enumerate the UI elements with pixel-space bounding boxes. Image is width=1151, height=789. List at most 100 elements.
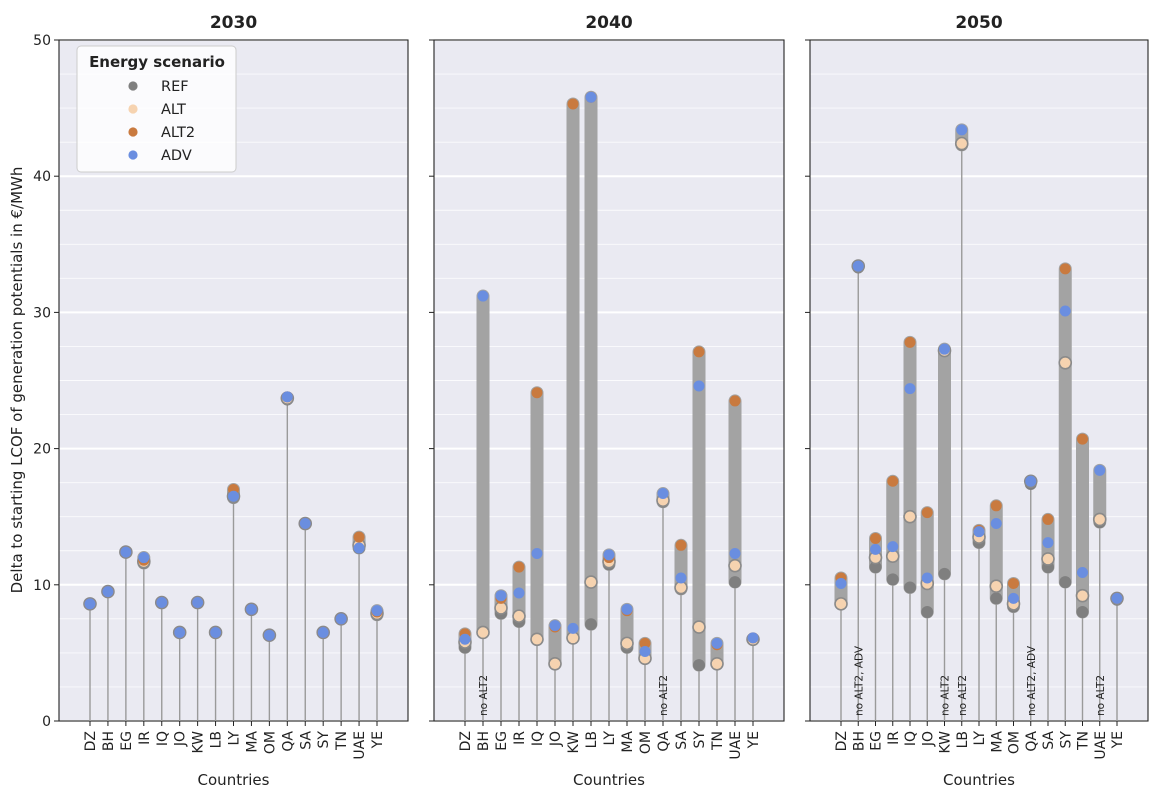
point-ALT-DZ (834, 597, 848, 611)
x-tick-label: MA (244, 731, 260, 753)
x-tick-label: IR (512, 731, 528, 745)
legend-title: Energy scenario (89, 53, 225, 71)
point-ALT2-MA (990, 500, 1002, 512)
x-tick-label: OM (638, 731, 654, 754)
x-axis-label: Countries (198, 771, 270, 789)
point-ADV-KW (939, 343, 950, 355)
point-ALT-TN (1075, 588, 1090, 603)
point-ADV-IQ (904, 383, 916, 395)
x-tick-label: KW (191, 731, 207, 754)
point-ALT-UAE (728, 558, 742, 573)
point-ALT2-SA (1042, 513, 1054, 525)
point-ADV-LY (228, 490, 239, 502)
point-ALT2-UAE (729, 395, 741, 407)
point-ALT2-IQ (904, 336, 916, 348)
legend-label-ALT: ALT (161, 102, 186, 118)
x-tick-label: LY (602, 731, 618, 746)
x-tick-label: YE (370, 731, 386, 749)
point-ALT-BH (476, 625, 490, 640)
annotation-KW: no ALT2 (940, 675, 952, 716)
point-REF-IR (886, 573, 899, 586)
point-ADV-LB (956, 124, 968, 136)
point-ADV-SA (675, 572, 687, 584)
y-tick-label: 0 (42, 714, 51, 730)
x-tick-label: SA (674, 731, 690, 750)
legend-box (76, 45, 237, 173)
x-tick-label: MA (620, 731, 636, 753)
x-axis-label: Countries (943, 771, 1015, 789)
x-tick-label: IQ (903, 731, 919, 746)
legend: Energy scenario REF ALT ALT2 ADV (76, 45, 237, 173)
y-axis-label: Delta to starting LCOF of generation pot… (8, 167, 26, 594)
point-ADV-MA (621, 603, 633, 615)
point-ADV-DZ (84, 598, 96, 610)
x-tick-label: KW (938, 731, 954, 754)
point-REF-IQ (904, 581, 916, 594)
point-ADV-TN (1077, 567, 1088, 579)
y-tick-label: 20 (33, 442, 51, 458)
point-ALT-MA (989, 579, 1004, 593)
x-tick-label: TN (710, 731, 726, 751)
point-ADV-KW (192, 597, 204, 609)
point-ADV-OM (263, 629, 275, 641)
x-tick-label: DZ (834, 731, 850, 751)
point-ADV-JO (549, 620, 561, 632)
point-ADV-KW (567, 622, 579, 634)
x-tick-label: LB (209, 731, 225, 748)
point-ALT2-IR (887, 475, 899, 487)
legend-label-ALT2: ALT2 (161, 125, 195, 141)
x-tick-label: EG (119, 731, 135, 751)
point-ADV-LY (973, 526, 985, 538)
x-tick-label: MA (989, 731, 1005, 753)
point-ALT-IR (512, 609, 526, 623)
x-tick-label: SA (1041, 731, 1057, 750)
x-tick-label: SA (298, 731, 314, 750)
point-ALT-IQ (530, 632, 544, 647)
point-ADV-SA (299, 518, 311, 530)
point-ADV-OM (1008, 592, 1019, 604)
x-tick-label: LB (955, 731, 971, 748)
point-ADV-SY (693, 380, 705, 392)
point-ADV-UAE (1094, 464, 1106, 476)
x-tick-label: TN (1076, 731, 1092, 751)
point-ADV-IR (887, 541, 899, 553)
point-ADV-LB (210, 626, 222, 638)
point-ALT2-IQ (531, 387, 543, 399)
point-ALT2-KW (567, 98, 579, 110)
point-ADV-YE (747, 632, 759, 644)
x-axis-label: Countries (573, 771, 645, 789)
x-tick-label: IR (137, 731, 153, 745)
point-REF-LB (585, 618, 597, 631)
legend-marker-ALT2 (128, 127, 138, 137)
point-ALT-LB (584, 575, 598, 589)
point-ALT2-OM (1008, 577, 1019, 589)
y-tick-label: 50 (33, 33, 51, 49)
point-REF-KW (938, 567, 951, 580)
point-ALT2-IR (513, 561, 525, 573)
y-tick-label: 10 (33, 578, 51, 594)
x-tick-label: KW (566, 731, 582, 754)
annotation-BH: no ALT2, ADV (853, 645, 865, 716)
point-ADV-TN (711, 637, 723, 649)
point-ADV-YE (371, 605, 383, 617)
point-ALT2-EG (870, 532, 881, 544)
x-tick-label: YE (1110, 731, 1126, 749)
point-ALT-SY (1058, 355, 1073, 370)
point-ADV-SA (1042, 537, 1054, 549)
point-ALT-TN (710, 656, 724, 671)
point-ALT2-UAE (353, 531, 365, 543)
x-tick-label: BH (851, 731, 867, 751)
point-ALT2-SY (1059, 263, 1071, 275)
point-ADV-QA (1025, 475, 1037, 487)
point-ADV-UAE (729, 547, 741, 559)
annotation-LB: no ALT2 (957, 675, 969, 716)
x-tick-label: UAE (728, 731, 744, 760)
point-ALT-UAE (1092, 512, 1107, 527)
point-ADV-OM (639, 646, 651, 658)
point-ADV-TN (335, 613, 347, 625)
legend-marker-ADV (128, 150, 138, 160)
x-tick-label: IR (886, 731, 902, 745)
x-tick-label: TN (334, 731, 350, 751)
point-REF-MA (990, 592, 1003, 605)
